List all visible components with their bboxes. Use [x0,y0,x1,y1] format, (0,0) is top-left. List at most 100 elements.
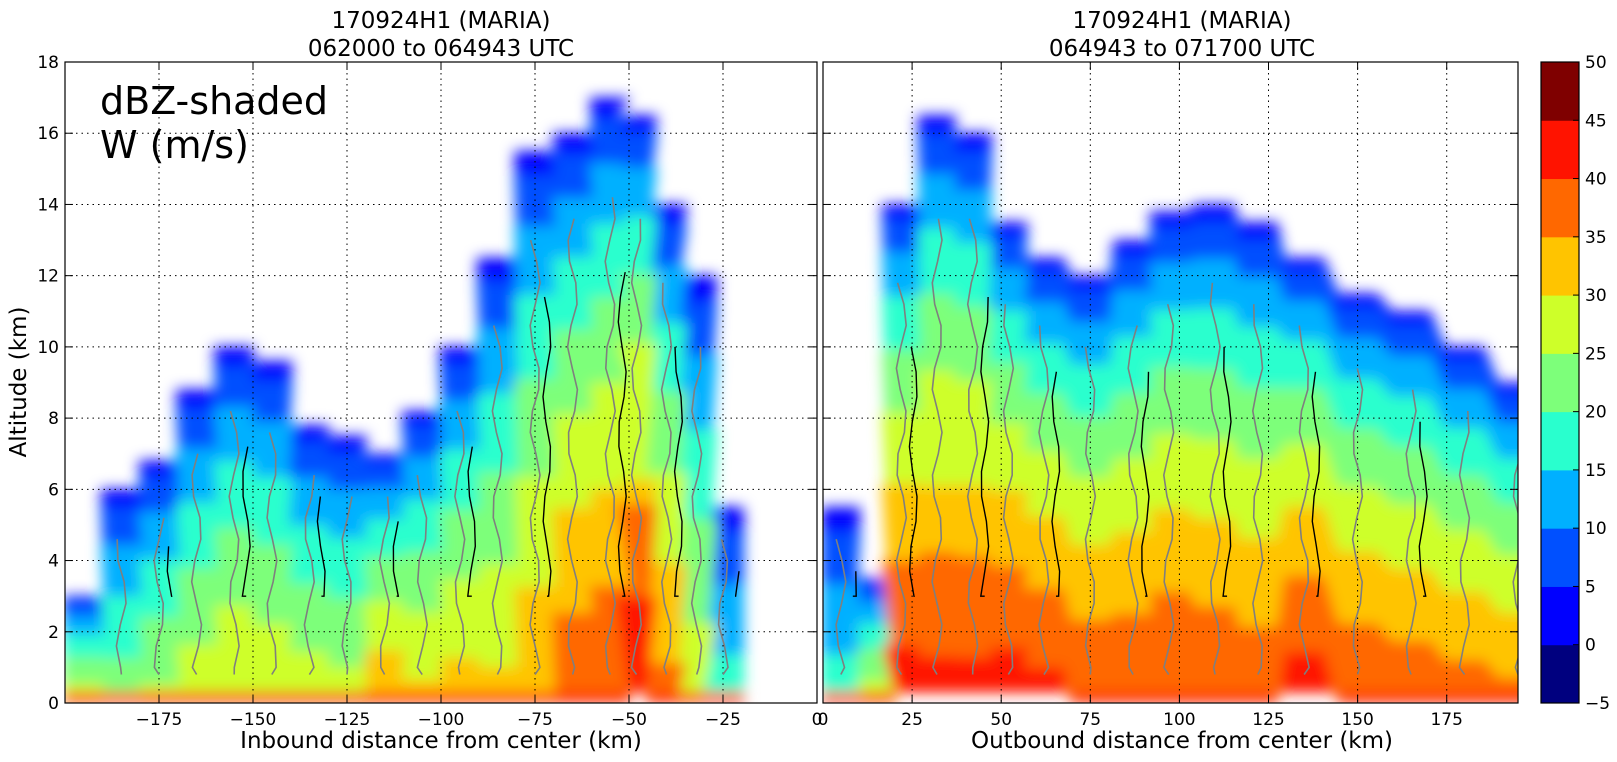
right-xtick-label: 50 [990,710,1012,730]
colorbar-segment [1541,178,1579,238]
colorbar-segment [1541,236,1579,296]
right-title-line1: 170924H1 (MARIA) [1072,8,1291,34]
right-xtick-label: 25 [901,710,923,730]
ytick-label: 8 [48,409,59,429]
colorbar-tick-label: 25 [1585,344,1607,364]
right-w-contour-black [1418,421,1428,597]
y-axis-label: Altitude (km) [6,307,32,458]
left-dbz-band-30 [65,504,744,703]
colorbar-segment [1541,528,1579,587]
ytick-label: 4 [48,552,59,572]
left-w-contour-black [241,446,251,597]
right-w-contour-gray [1209,282,1221,675]
colorbar-tick-label: 35 [1585,228,1607,248]
right-dbz-band-35 [823,645,1518,703]
left-title-line1: 170924H1 (MARIA) [331,8,550,34]
right-w-contour-gray [1351,368,1364,675]
right-xtick-label: 175 [1430,710,1462,730]
right-y-ticks [823,61,1518,704]
right-w-contour-black [1051,371,1061,597]
left-w-contour-gray [454,410,466,675]
left-w-contour-black [166,546,173,597]
right-w-contour-gray [1512,461,1518,675]
right-w-contour-gray [1002,304,1015,675]
right-w-contour-black [1222,346,1232,597]
colorbar-tick-label: 0 [1585,636,1596,656]
colorbar-tick-label: 50 [1585,53,1607,73]
ytick-label: 10 [37,338,59,358]
left-w-contour-gray [266,432,278,675]
right-w-contour-gray [1038,325,1050,675]
ytick-label: 16 [37,124,59,144]
left-w-contour-gray [630,218,643,675]
left-echo-layers [65,97,744,703]
left-xtick-label: −125 [324,710,371,730]
colorbar-tick-label: −5 [1585,694,1610,714]
right-w-contour-gray [835,538,847,675]
left-xtick-label: −75 [517,710,553,730]
right-x-ticks: 0 25 50 75 100 125 150 175 [818,62,1463,730]
right-w-contour-gray [1084,346,1097,675]
right-w-contour-gray [1127,325,1139,675]
left-w-contour-black [392,521,400,597]
right-xtick-label: 75 [1079,710,1101,730]
right-w-contour-black [1140,371,1150,597]
right-w-contour-gray [931,218,943,675]
left-x-ticks: −175 −150 −125 −100 −75 −50 −25 0 [136,62,822,730]
right-xtick-label: 150 [1341,710,1373,730]
right-xtick-label: 0 [818,710,829,730]
left-xtick-label: −100 [418,710,465,730]
right-axes-frame [822,61,1519,704]
left-w-contour-gray [491,325,504,675]
left-xtick-label: −150 [230,710,277,730]
left-xtick-label: −50 [611,710,647,730]
left-w-contour-gray [566,218,579,675]
left-w-contour-black [316,496,326,597]
colorbar-segment [1541,644,1579,704]
left-w-contour-gray [303,475,316,675]
right-w-contour-black [1526,472,1533,597]
ytick-label: 18 [37,53,59,73]
colorbar-segment [1541,353,1579,413]
right-xtick-label: 100 [1163,710,1195,730]
right-w-contour-gray [966,218,979,675]
left-w-contour-black [734,571,740,597]
left-w-contour-gray [717,538,729,675]
left-w-contour-black [673,346,684,597]
left-x-axis-label: Inbound distance from center (km) [240,728,642,754]
right-w-contour-gray [895,282,908,675]
right-w-contour-black [1311,371,1321,597]
right-w-contours [835,218,1533,675]
left-w-contour-gray [416,474,429,675]
right-w-contour-black [852,571,857,597]
left-w-contour-gray [115,539,127,675]
colorbar-tick-label: 15 [1585,461,1607,481]
colorbar-tick-label: 5 [1585,577,1596,597]
ytick-label: 14 [37,195,59,215]
ytick-label: 6 [48,480,59,500]
colorbar-segment [1541,120,1579,180]
right-w-contour-gray [1298,325,1311,675]
colorbar-segment [1541,295,1579,354]
annotation-line2: W (m/s) [100,123,249,167]
right-w-contour-gray [1405,389,1417,675]
left-w-contour-gray [660,282,673,675]
colorbar-tick-label: 10 [1585,519,1607,539]
colorbar-frame [1540,61,1580,704]
right-w-contour-black [908,346,918,597]
left-panel: −175 −150 −125 −100 −75 −50 −25 0 0 2 4 6 8 10 12 14 16… [6,8,822,754]
left-w-contour-gray [153,517,165,675]
colorbar-segment [1541,586,1579,646]
ytick-label: 12 [37,267,59,287]
left-w-contour-gray [190,453,203,675]
ytick-label: 2 [48,623,59,643]
colorbar-segment [1541,469,1579,529]
colorbar-tick-label: 45 [1585,111,1607,131]
right-panel: 0 25 50 75 100 125 150 175 170924H1 (MARIA) 064… [818,8,1533,754]
ytick-label: 0 [48,694,59,714]
colorbar-tick-label: 20 [1585,403,1607,423]
colorbar-segment [1541,62,1579,121]
right-xtick-label: 125 [1252,710,1284,730]
left-dbz-band-35 [65,596,744,703]
